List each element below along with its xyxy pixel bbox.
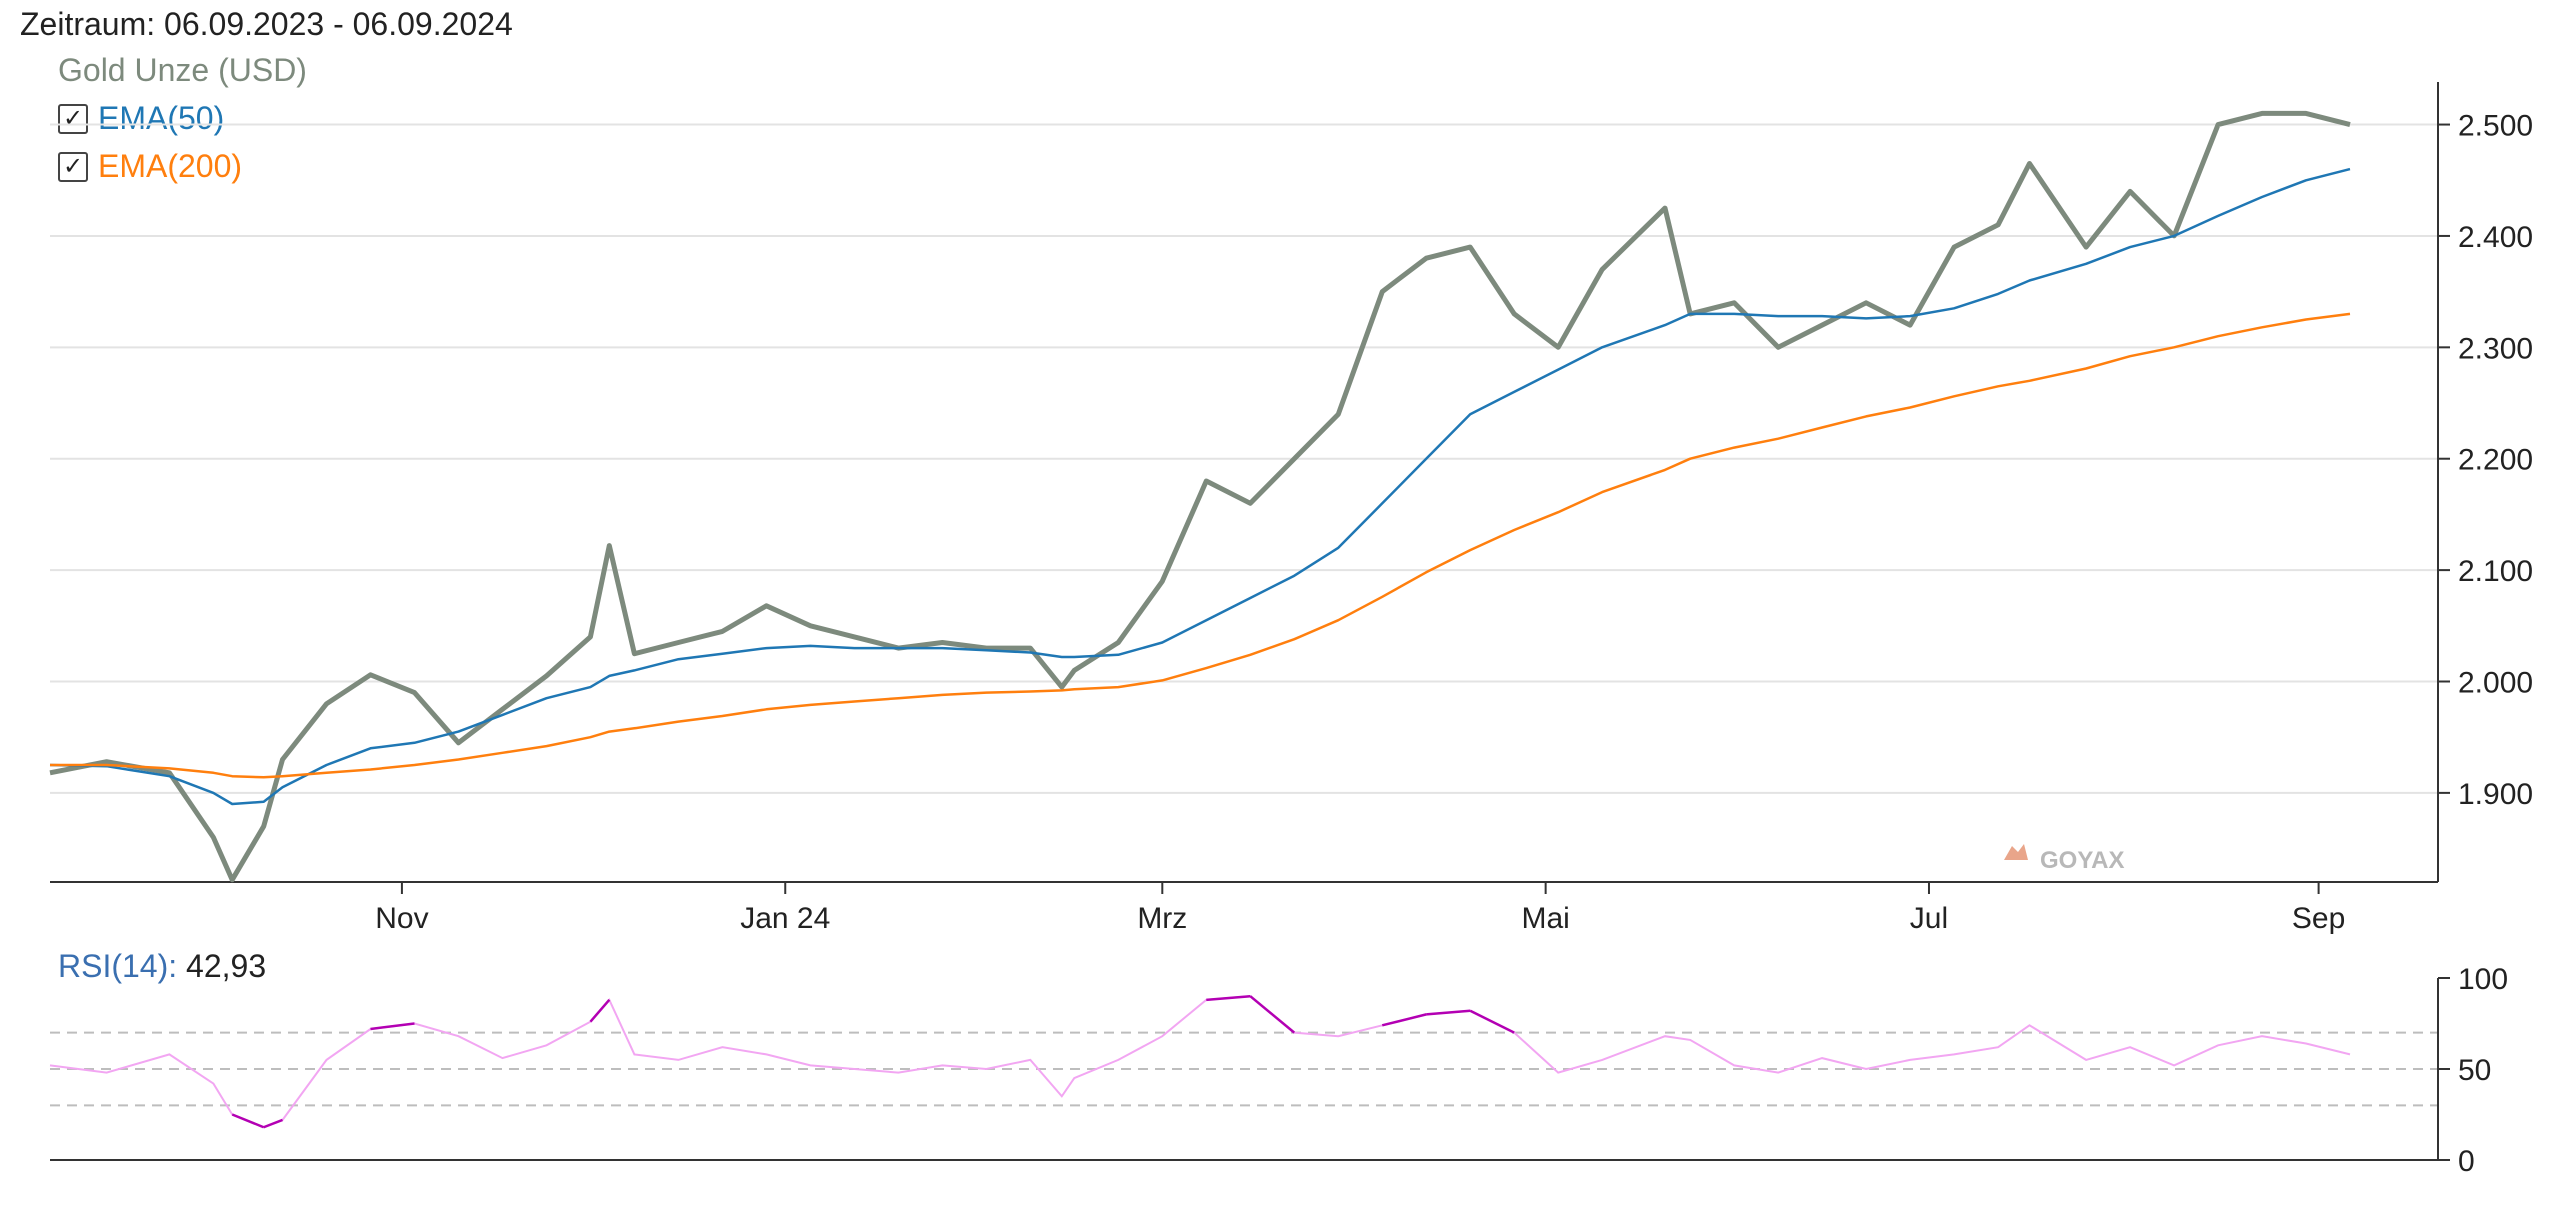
rsi-readout: RSI(14): 42,93 — [58, 948, 266, 985]
rsi-value: 42,93 — [186, 948, 267, 984]
legend-ema50-label: EMA(50) — [98, 100, 225, 136]
rsi-y-tick-label: 100 — [2458, 963, 2508, 996]
rsi-extreme-segment — [370, 1022, 415, 1031]
y-tick-label: 2.400 — [2458, 221, 2533, 254]
y-tick-label: 2.000 — [2458, 667, 2533, 700]
x-tick-label: Sep — [2292, 902, 2345, 935]
legend-ema200-label: EMA(200) — [98, 148, 243, 184]
series-line-ema200 — [50, 312, 2351, 779]
rsi-extreme-segment — [1426, 1009, 1471, 1016]
y-tick-label: 2.500 — [2458, 110, 2533, 143]
x-tick-label: Mai — [1521, 902, 1569, 935]
ema200-checkbox[interactable]: ✓ — [58, 151, 88, 182]
rsi-extreme-segment — [1206, 994, 1251, 1002]
legend-ema50[interactable]: ✓ EMA(50) — [58, 100, 224, 137]
y-tick-label: 2.300 — [2458, 332, 2533, 365]
period-title: Zeitraum: 06.09.2023 - 06.09.2024 — [20, 6, 513, 42]
rsi-extreme-segment — [263, 1118, 283, 1129]
watermark-bull-icon — [2004, 844, 2028, 860]
legend-ema200[interactable]: ✓ EMA(200) — [58, 148, 242, 185]
check-icon: ✓ — [62, 152, 84, 180]
rsi-extreme-segment — [231, 1113, 265, 1129]
rsi-extreme-segment — [1249, 995, 1296, 1034]
x-tick-label: Mrz — [1137, 902, 1187, 935]
x-tick-label: Jul — [1910, 902, 1948, 935]
rsi-extreme-segment — [1469, 1009, 1515, 1034]
rsi-y-tick-label: 50 — [2458, 1054, 2491, 1087]
series-line-gold — [49, 110, 2351, 883]
series-line-ema50 — [49, 167, 2351, 806]
x-tick-label: Jan 24 — [740, 902, 830, 935]
rsi-label: RSI(14): — [58, 948, 178, 984]
y-tick-label: 1.900 — [2458, 778, 2533, 811]
rsi-line — [49, 995, 2351, 1129]
rsi-y-tick-label: 0 — [2458, 1145, 2475, 1178]
watermark-goyax: GOYAX — [2040, 847, 2124, 874]
x-tick-label: Nov — [375, 902, 428, 935]
y-tick-label: 2.100 — [2458, 555, 2533, 588]
y-tick-label: 2.200 — [2458, 444, 2533, 477]
rsi-extreme-segment — [1381, 1013, 1427, 1027]
legend-main-series: Gold Unze (USD) — [58, 52, 307, 88]
rsi-extreme-segment — [589, 999, 611, 1023]
